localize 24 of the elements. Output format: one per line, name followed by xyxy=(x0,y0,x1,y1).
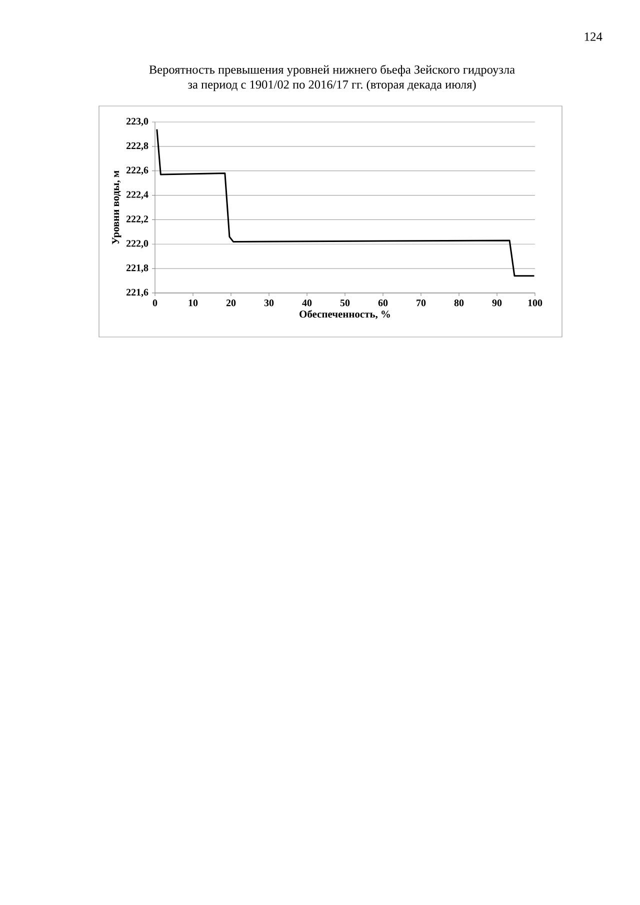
x-tick-label: 40 xyxy=(302,300,312,306)
line-series xyxy=(156,128,535,277)
x-tick-label: 80 xyxy=(454,300,464,306)
x-tick-label: 90 xyxy=(492,300,502,306)
y-tick-label: 222,6 xyxy=(126,166,148,175)
y-tick-label: 222,2 xyxy=(126,216,148,224)
chart-title: Вероятность превышения уровней нижнего бьефа Зейского гидроузла за период с 1901/02 по 2016/17 гг. (вторая декада июля) xyxy=(149,64,515,92)
x-tick-label: 20 xyxy=(226,300,236,306)
y-tick-label: 221,6 xyxy=(126,288,148,298)
y-tick-label: 221,8 xyxy=(126,264,148,273)
y-tick-label: 222,4 xyxy=(126,191,148,200)
x-tick-label: 50 xyxy=(340,300,350,306)
y-axis-title: Уровни воды, м xyxy=(112,170,122,244)
y-tick-label: 222,0 xyxy=(126,240,148,248)
x-axis-title: Обеспеченность, % xyxy=(300,310,390,320)
x-tick-label: 10 xyxy=(188,300,198,306)
y-tick-label: 222,8 xyxy=(126,142,148,151)
x-tick-label: 0 xyxy=(152,300,158,306)
x-tick-label: 60 xyxy=(378,300,388,306)
y-tick-label: 223,0 xyxy=(126,118,148,126)
text: 124 xyxy=(584,32,602,41)
x-tick-label: 70 xyxy=(416,300,426,306)
x-tick-label: 30 xyxy=(264,300,274,306)
x-tick-label: 100 xyxy=(528,300,542,306)
